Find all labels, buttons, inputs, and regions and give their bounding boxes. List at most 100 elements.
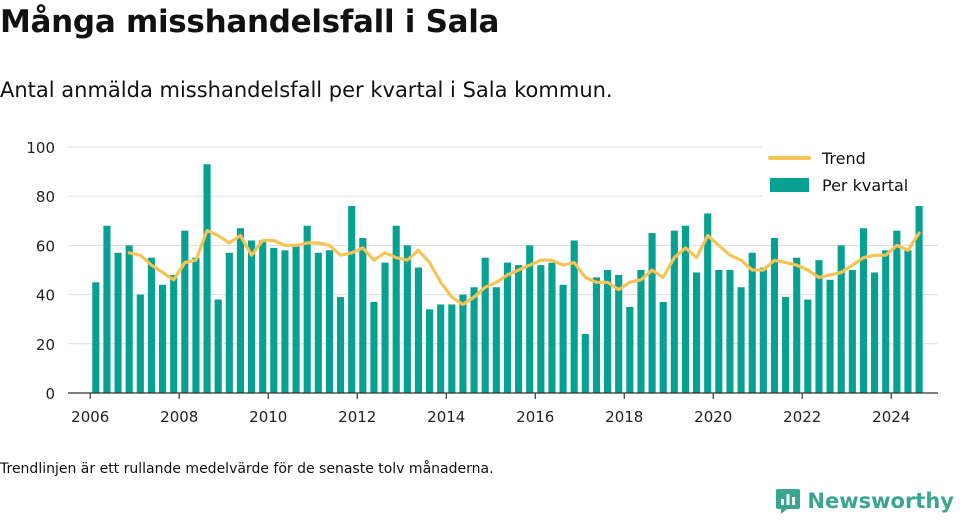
trend-line: [127, 229, 921, 306]
y-tick-label: 20: [36, 336, 55, 354]
x-tick-label: 2014: [427, 408, 465, 426]
bar: [403, 245, 411, 393]
bar: [826, 279, 834, 393]
y-tick-label: 40: [36, 287, 55, 305]
bar: [737, 287, 745, 393]
bar: [681, 225, 690, 393]
bar: [314, 252, 322, 393]
bar: [548, 262, 556, 393]
bar: [426, 309, 434, 393]
bar: [704, 213, 712, 393]
legend: Trend Per kvartal: [762, 142, 938, 198]
bar: [159, 284, 167, 393]
bar: [236, 228, 245, 393]
bar: [592, 277, 601, 393]
bar: [904, 250, 912, 393]
brand-logo: Newsworthy: [775, 487, 954, 515]
bar: [770, 238, 779, 393]
axes: 0 20 40 60 80 100 2006 2008 2010 2012 2014 2016 2018…: [26, 139, 938, 426]
legend-trend-label: Trend: [821, 149, 866, 168]
bar: [526, 245, 534, 393]
bar: [103, 225, 111, 393]
y-tick-label: 0: [45, 385, 55, 403]
bar: [325, 250, 334, 393]
bar: [481, 257, 489, 393]
bar: [893, 230, 901, 393]
y-tick-label: 100: [26, 139, 55, 157]
bar: [392, 225, 400, 393]
bar-series-per-kvartal: [92, 164, 923, 393]
bar: [470, 287, 478, 393]
bar: [448, 304, 456, 393]
chart-subtitle: Antal anmälda misshandelsfall per kvarta…: [0, 78, 613, 102]
bar: [859, 228, 868, 393]
x-tick-label: 2006: [71, 408, 109, 426]
x-tick-label: 2024: [872, 408, 910, 426]
bar: [882, 250, 890, 393]
x-tick-label: 2018: [605, 408, 643, 426]
bar: [225, 252, 233, 393]
bar: [136, 294, 144, 393]
bar: [726, 270, 734, 393]
brand-name: Newsworthy: [807, 489, 954, 513]
bar: [348, 206, 356, 393]
bar: [804, 299, 812, 393]
bar: [414, 267, 423, 393]
bar: [604, 270, 612, 393]
chart-area: 0 20 40 60 80 100 2006 2008 2010 2012 2014 2016 2018…: [26, 139, 938, 426]
bar: [670, 230, 678, 393]
chart-title: Många misshandelsfall i Sala: [0, 4, 500, 40]
bar: [203, 164, 211, 393]
bar: [381, 262, 389, 393]
bar: [192, 257, 200, 393]
bar: [459, 294, 467, 393]
bar: [715, 270, 723, 393]
legend-bar-label: Per kvartal: [822, 176, 908, 195]
newsworthy-logo-icon: [776, 489, 801, 514]
bar: [370, 301, 378, 393]
bar: [648, 233, 656, 393]
legend-bar-swatch: [770, 178, 809, 192]
bar: [147, 257, 155, 393]
bar: [337, 297, 345, 393]
bar: [848, 270, 856, 393]
bar: [871, 272, 879, 393]
bar: [748, 252, 756, 393]
bar: [359, 238, 367, 393]
bar: [92, 282, 100, 393]
bar: [570, 240, 578, 393]
y-tick-label: 80: [36, 188, 55, 206]
bar: [248, 240, 256, 393]
bar: [437, 304, 445, 393]
bar: [114, 252, 122, 393]
bar: [125, 245, 133, 393]
x-tick-label: 2008: [160, 408, 198, 426]
bar: [281, 250, 289, 393]
bar: [659, 301, 667, 393]
bar: [637, 270, 645, 393]
footnote: Trendlinjen är ett rullande medelvärde f…: [0, 461, 494, 477]
bar: [170, 274, 178, 393]
x-tick-label: 2022: [783, 408, 821, 426]
x-tick-label: 2016: [516, 408, 554, 426]
bar: [292, 245, 300, 393]
bar: [915, 206, 923, 393]
bar: [793, 257, 801, 393]
bar: [693, 272, 701, 393]
line-series-trend: [127, 229, 921, 306]
y-tick-label: 60: [36, 237, 55, 255]
bar: [492, 287, 500, 393]
bar: [782, 297, 790, 393]
bar: [214, 299, 222, 393]
bar: [537, 265, 545, 393]
bar: [503, 262, 512, 393]
bar: [303, 225, 311, 393]
bar: [515, 265, 523, 393]
bar: [559, 284, 567, 393]
bar: [181, 230, 189, 393]
bar: [626, 306, 634, 393]
x-tick-label: 2012: [338, 408, 376, 426]
bar: [581, 333, 589, 393]
bar: [759, 267, 767, 393]
bar: [259, 240, 267, 393]
